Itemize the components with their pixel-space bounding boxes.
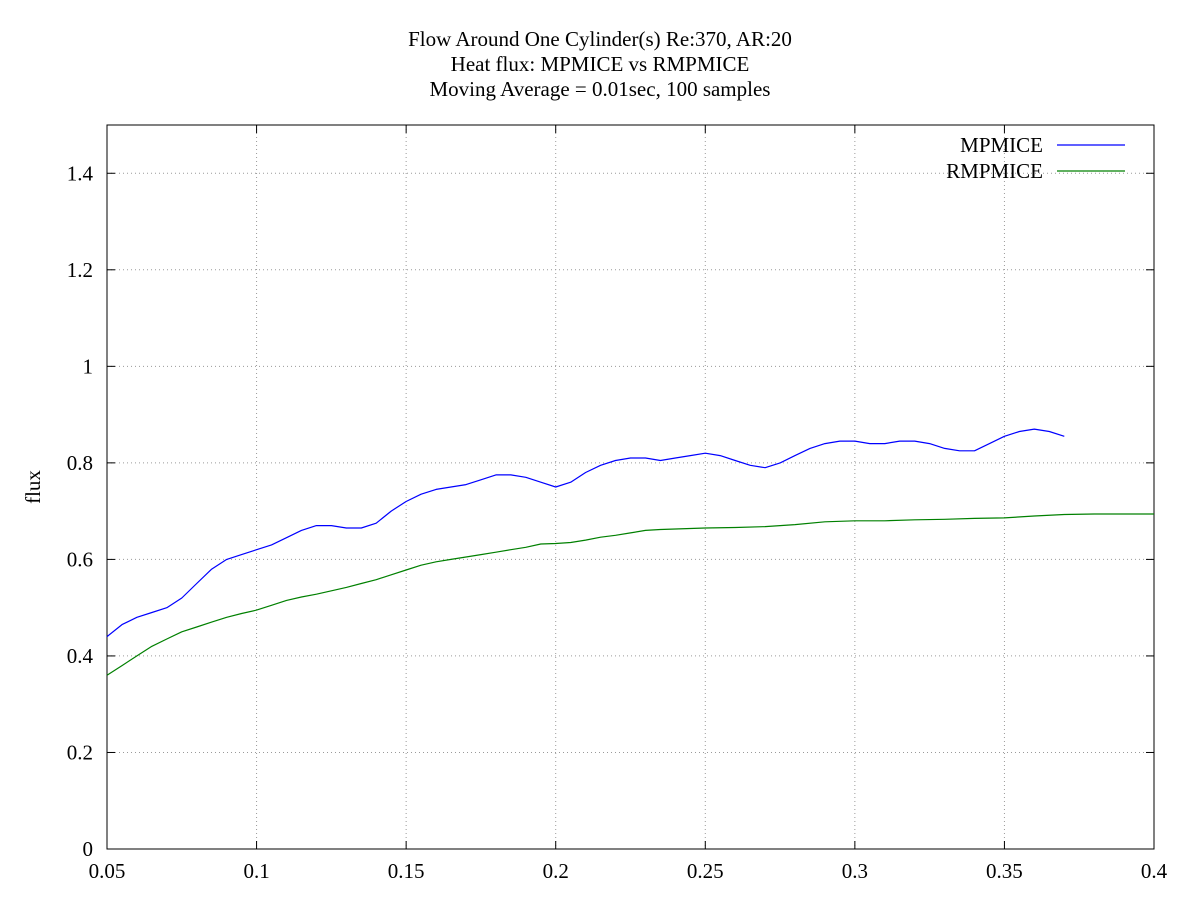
y-tick-label: 0	[83, 837, 94, 861]
y-tick-label: 0.8	[67, 451, 93, 475]
x-tick-label: 0.15	[388, 859, 425, 883]
axis-ticks: 0.05 0.1 0.15 0.2 0.25 0.3 0.35 0.4 0 0.2 0.4 0.6 0.…	[67, 125, 1168, 883]
y-tick-label: 0.6	[67, 547, 93, 571]
series-lines	[106, 428, 1154, 676]
series-line-mpmice	[106, 428, 1065, 638]
y-tick-label: 0.2	[67, 740, 93, 764]
grid	[107, 125, 1154, 849]
x-tick-label: 0.25	[687, 859, 724, 883]
y-tick-label: 1.4	[67, 161, 94, 185]
x-tick-label: 0.1	[243, 859, 269, 883]
y-tick-label: 1.2	[67, 258, 93, 282]
series-line-rmpmice	[106, 513, 1154, 676]
chart-subtitle: Heat flux: MPMICE vs RMPMICE	[450, 52, 750, 76]
x-tick-label: 0.05	[89, 859, 126, 883]
x-tick-label: 0.3	[842, 859, 868, 883]
legend-label-mpmice: MPMICE	[960, 133, 1043, 157]
x-tick-label: 0.2	[543, 859, 569, 883]
chart-title: Flow Around One Cylinder(s) Re:370, AR:2…	[408, 27, 792, 51]
y-tick-label: 0.4	[67, 644, 94, 668]
legend-label-rmpmice: RMPMICE	[946, 159, 1043, 183]
x-tick-label: 0.35	[986, 859, 1023, 883]
chart-subtitle-2: Moving Average = 0.01sec, 100 samples	[429, 77, 771, 101]
y-tick-label: 1	[83, 354, 94, 378]
x-tick-label: 0.4	[1141, 859, 1168, 883]
plot-frame	[106, 124, 1155, 850]
y-axis-label: flux	[21, 470, 45, 504]
